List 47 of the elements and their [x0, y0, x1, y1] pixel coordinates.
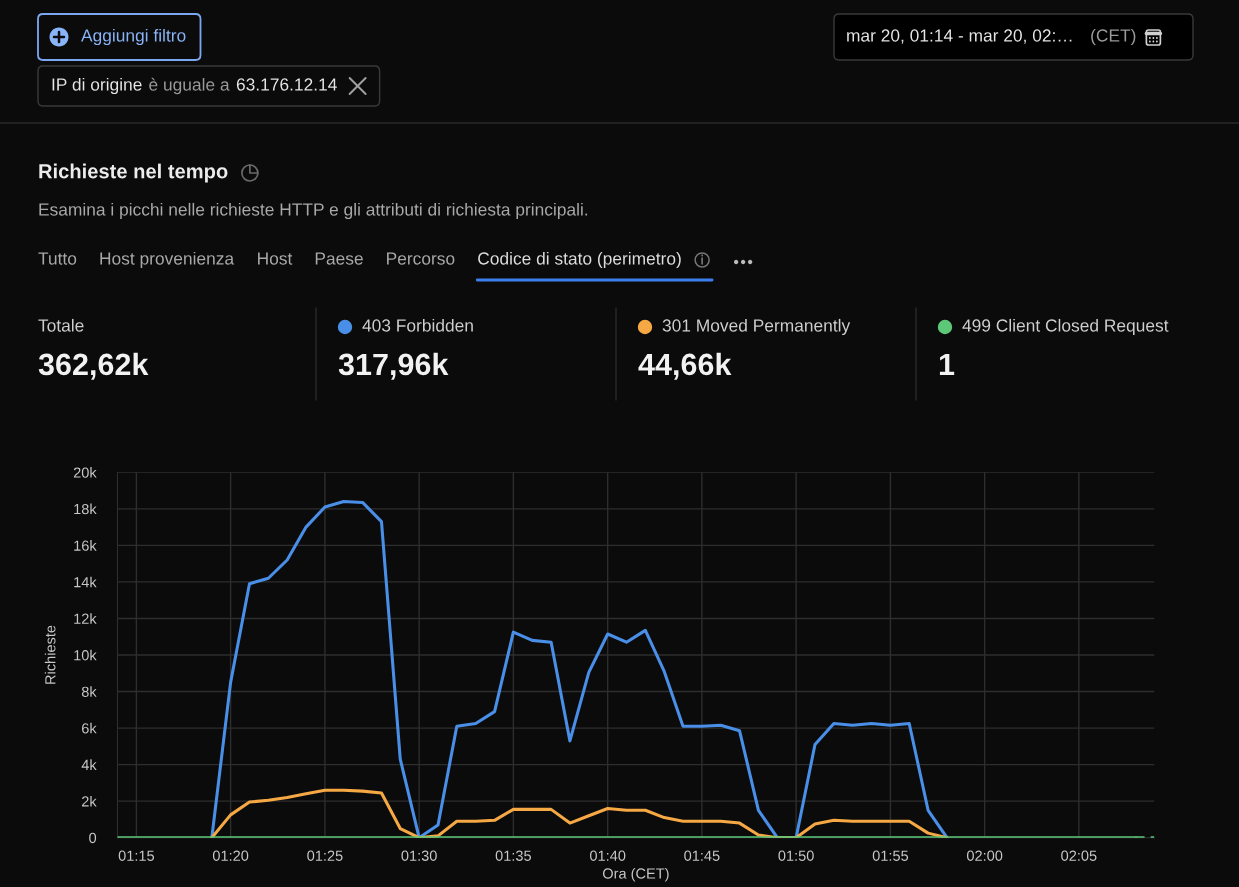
text: è uguale a	[149, 77, 230, 95]
x-tick-label: 01:35	[495, 850, 531, 861]
text: Host provenienza	[100, 251, 235, 269]
line-series	[210, 500, 949, 838]
y-tick-label: 12k	[74, 613, 97, 624]
y-tick-label: 2k	[82, 795, 97, 807]
text: Aggiungi filtro	[81, 28, 186, 46]
x-tick-label: 02:05	[1061, 850, 1097, 861]
x-tick-label: 01:30	[401, 850, 437, 861]
y-tick-label: 4k	[81, 759, 97, 770]
y-axis-title: Richieste	[44, 625, 56, 684]
text: Percorso	[387, 252, 455, 265]
text: (CET)	[1091, 28, 1136, 46]
text: mar 20, 01:14 - mar 20, 02:…	[847, 29, 1072, 44]
chart-subtitle: Esamina i picchi nelle richieste HTTP e gli attributi di richiesta principali.	[39, 202, 588, 220]
y-tick-label: 10k	[74, 649, 97, 661]
y-tick-label: 6k	[82, 722, 97, 734]
text: Totale	[38, 318, 84, 332]
legend-label: 403 Forbidden	[362, 318, 473, 332]
x-tick-label: 01:20	[212, 850, 249, 861]
y-tick-label: 20k	[73, 467, 97, 478]
y-tick-label: 16k	[74, 540, 97, 551]
x-tick-label: 01:50	[778, 850, 814, 861]
x-tick-label: 01:15	[118, 850, 155, 861]
y-tick-label: 0	[89, 832, 97, 844]
y-tick-label: 8k	[81, 686, 97, 697]
x-tick-label: 01:45	[684, 850, 720, 861]
text: Codice di stato (perimetro)	[478, 251, 681, 269]
text: 1	[939, 353, 955, 375]
legend-label: 499 Client Closed Request	[962, 318, 1169, 336]
x-tick-label: 01:40	[590, 850, 626, 861]
text: 317,96k	[338, 352, 449, 380]
x-axis-title: Ora (CET)	[602, 867, 669, 882]
text: Tutto	[38, 252, 77, 265]
chart-title: Richieste nel tempo	[39, 163, 228, 183]
x-tick-label: 01:25	[307, 850, 343, 861]
legend-label: 301 Moved Permanently	[662, 318, 851, 336]
text: 63.176.12.14	[236, 78, 337, 91]
x-tick-label: 02:00	[966, 850, 1003, 861]
x-tick-label: 01:55	[872, 850, 909, 861]
y-tick-label: 14k	[74, 576, 97, 588]
text: 44,66k	[638, 352, 732, 380]
text: Host	[258, 252, 293, 265]
text: Paese	[315, 252, 363, 265]
y-tick-label: 18k	[74, 503, 97, 515]
text: 362,62k	[38, 352, 149, 380]
text: IP di origine	[52, 77, 142, 95]
